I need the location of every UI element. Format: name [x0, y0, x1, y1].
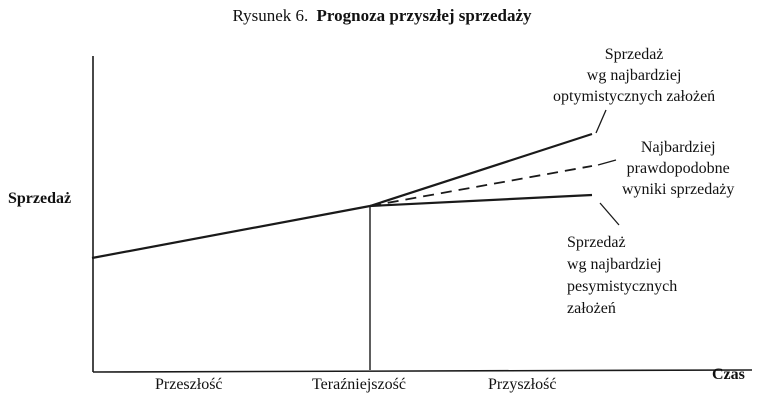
pessimistic-annotation-line1: Sprzedaż	[567, 234, 626, 251]
figure-caption: Rysunek 6. Prognoza przyszłej sprzedaży	[0, 6, 764, 26]
period-label-past: Przeszłość	[155, 376, 223, 393]
optimistic-annotation-line2: wg najbardziej	[586, 67, 682, 84]
pessimistic-forecast-line	[369, 193, 593, 208]
optimistic-leader-line	[595, 109, 607, 134]
x-axis-label: Czas	[712, 366, 745, 383]
pessimistic-annotation-line2: wg najbardziej	[567, 256, 662, 273]
figure-title: Prognoza przyszłej sprzedaży	[316, 6, 532, 25]
pessimistic-annotation-line3: pesymistycznych	[567, 278, 678, 295]
period-label-present: Teraźniejszość	[312, 376, 406, 393]
x-axis	[92, 369, 753, 373]
probable-annotation-line1: Najbardziej	[640, 139, 716, 156]
historical-sales-line	[91, 204, 371, 260]
pessimistic-leader-line	[599, 202, 620, 226]
figure-number: Rysunek 6.	[232, 6, 309, 25]
pessimistic-annotation: Sprzedaż wg najbardziej pesymistycznych …	[567, 232, 677, 320]
probable-leader-line	[597, 159, 617, 166]
probable-forecast-line	[369, 165, 593, 207]
pessimistic-annotation-line4: założeń	[567, 300, 616, 317]
optimistic-annotation-line1: Sprzedaż	[604, 46, 664, 63]
period-label-future: Przyszłość	[488, 376, 557, 393]
y-axis-label: Sprzedaż	[8, 190, 72, 207]
optimistic-forecast-line	[369, 132, 593, 208]
probable-annotation-line2: prawdopodobne	[626, 160, 730, 177]
optimistic-annotation: Sprzedaż wg najbardziej optymistycznych …	[553, 44, 715, 107]
optimistic-annotation-line3: optymistycznych założeń	[553, 88, 716, 105]
probable-annotation-line3: wyniki sprzedaży	[622, 181, 735, 198]
probable-annotation: Najbardziej prawdopodobne wyniki sprzeda…	[622, 137, 734, 200]
